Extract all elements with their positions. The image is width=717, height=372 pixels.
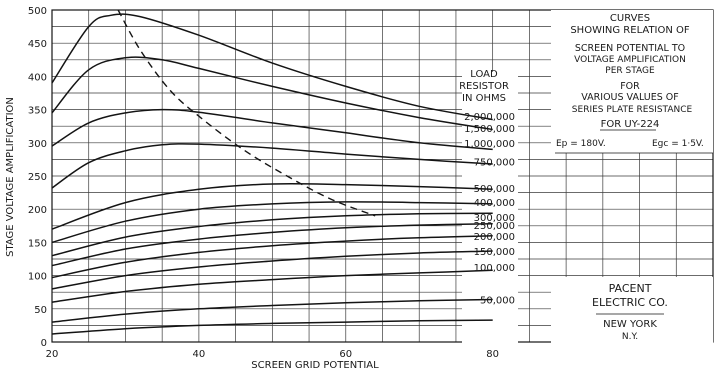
load-resistor-label: 400,000 bbox=[474, 198, 515, 209]
curve-series-11 bbox=[51, 269, 493, 303]
info-line-various: VARIOUS VALUES OF bbox=[581, 92, 678, 103]
info-line-per-stage: PER STAGE bbox=[605, 66, 655, 76]
info-line-curves: CURVES bbox=[610, 13, 650, 24]
x-tick-label: 80 bbox=[486, 349, 499, 360]
load-resistor-label: 200,000 bbox=[474, 232, 515, 243]
y-tick-label: 250 bbox=[28, 172, 47, 183]
plot-frame bbox=[51, 9, 714, 343]
curve-series-13 bbox=[51, 319, 493, 335]
x-tick-label: 60 bbox=[339, 349, 352, 360]
curve-series-4 bbox=[51, 143, 493, 189]
load-header-line-1: LOAD bbox=[470, 69, 498, 80]
load-resistor-label: 150,000 bbox=[474, 247, 515, 258]
company-name-line-1: PACENT bbox=[609, 282, 652, 295]
info-line-tube-type: FOR UY-224 bbox=[601, 119, 660, 130]
load-resistor-label: 2,000,000 bbox=[464, 112, 515, 123]
company-city: NEW YORK bbox=[603, 319, 657, 330]
load-header-line-3: IN OHMS bbox=[462, 93, 506, 104]
y-tick-label: 450 bbox=[28, 39, 47, 50]
curve-series-9 bbox=[51, 235, 493, 279]
y-tick-label: 50 bbox=[34, 305, 47, 316]
load-resistor-label: 50,000 bbox=[480, 296, 515, 307]
curve-series-2 bbox=[51, 56, 493, 131]
y-tick-label: 200 bbox=[28, 205, 47, 216]
y-tick-label: 350 bbox=[28, 106, 47, 117]
company-name-line-2: ELECTRIC CO. bbox=[592, 296, 668, 309]
load-resistor-label: 300,000 bbox=[474, 213, 515, 224]
x-axis-title: SCREEN GRID POTENTIAL bbox=[251, 360, 379, 371]
amplification-curves bbox=[51, 9, 493, 335]
load-resistor-label: 1,000,000 bbox=[464, 139, 515, 150]
load-resistor-label: 100,000 bbox=[474, 263, 515, 274]
info-line-for: FOR bbox=[620, 81, 640, 92]
info-line-screen-potential: SCREEN POTENTIAL TO bbox=[575, 43, 685, 54]
info-panel: CURVES SHOWING RELATION OF SCREEN POTENT… bbox=[551, 10, 713, 359]
y-tick-label: 400 bbox=[28, 72, 47, 83]
info-line-voltage-amp: VOLTAGE AMPLIFICATION bbox=[574, 55, 686, 65]
grid-bias-voltage: Egc = 1·5V. bbox=[652, 139, 704, 149]
curve-series-3 bbox=[51, 108, 493, 151]
curve-series-5 bbox=[51, 182, 493, 230]
y-tick-label: 100 bbox=[28, 272, 47, 283]
curve-series-12 bbox=[51, 298, 493, 323]
plate-voltage: Ep = 180V. bbox=[556, 139, 606, 149]
y-axis-title: STAGE VOLTAGE AMPLIFICATION bbox=[5, 97, 16, 257]
load-resistor-label: 750,000 bbox=[474, 157, 515, 168]
load-resistor-label: 250,000 bbox=[474, 221, 515, 232]
load-resistor-label: 500,000 bbox=[474, 184, 515, 195]
y-tick-label: 500 bbox=[28, 6, 47, 17]
load-resistor-label: 1,500,000 bbox=[464, 124, 515, 135]
dashed-optimum-curve bbox=[117, 9, 376, 217]
load-header-line-2: RESISTOR bbox=[459, 81, 509, 92]
curve-series-8 bbox=[51, 223, 493, 267]
x-tick-label: 40 bbox=[193, 349, 206, 360]
x-tick-label: 20 bbox=[46, 349, 59, 360]
curve-series-6 bbox=[51, 201, 493, 244]
curve-series-7 bbox=[51, 212, 493, 257]
info-line-series-plate: SERIES PLATE RESISTANCE bbox=[572, 105, 693, 115]
company-state: N.Y. bbox=[622, 332, 638, 342]
y-tick-label: 300 bbox=[28, 139, 47, 150]
y-tick-label: 150 bbox=[28, 238, 47, 249]
info-line-showing: SHOWING RELATION OF bbox=[570, 25, 690, 36]
curve-series-10 bbox=[51, 250, 493, 290]
curve-series-1 bbox=[51, 13, 493, 121]
y-tick-label: 0 bbox=[41, 338, 47, 349]
